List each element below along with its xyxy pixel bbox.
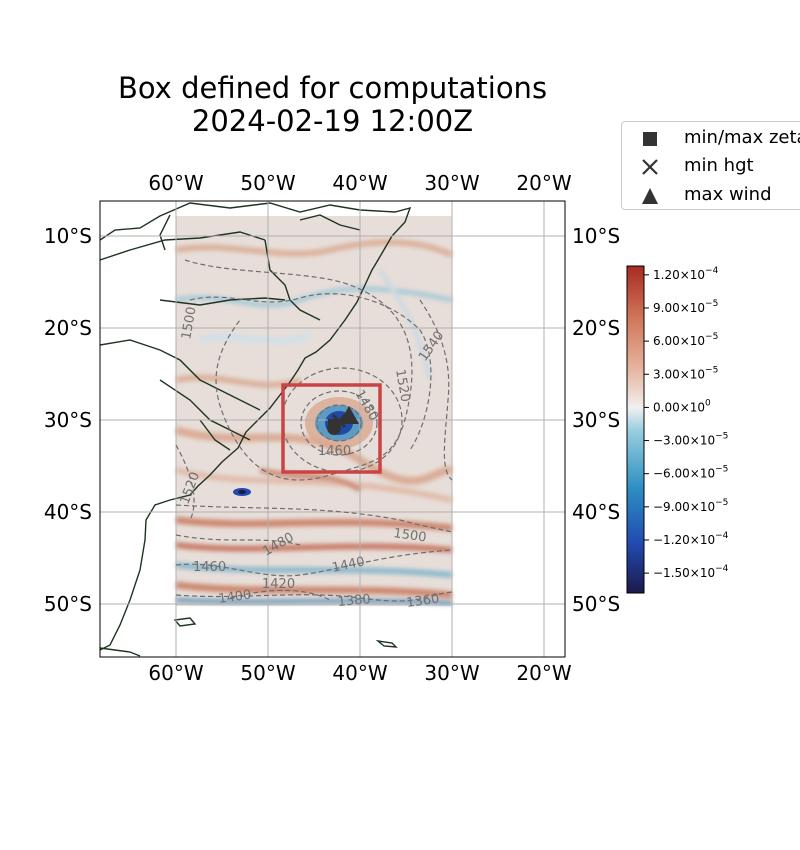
legend-item-wind: max wind [622,182,800,210]
triangle-marker-icon [642,188,658,204]
colorbar-tick-label: −6.00×10−5 [653,465,728,481]
contour-label: 1440 [331,554,366,576]
legend: min/max zeta min hgt max wind [621,121,800,210]
map-panel: 1500 1540 1520 1480 1460 1520 1500 1480 … [99,200,566,658]
square-marker-icon [643,132,657,146]
contour-label: 1380 [337,592,371,610]
colorbar-tick-label: −1.20×10−4 [653,531,729,547]
contour-label: 1360 [405,592,440,611]
colorbar-tick-label: 1.20×10−4 [653,266,719,282]
lat-ticks-left: 10°S 20°S 30°S 40°S 50°S [44,224,92,616]
lat-tick: 20°S [572,316,620,340]
colorbar-tick-label: −1.50×10−4 [653,564,729,580]
lon-tick: 40°W [332,171,387,195]
max-wind-marker [339,406,359,424]
legend-label: min/max zeta [684,127,800,148]
markers [327,406,359,435]
lon-tick: 60°W [148,661,203,685]
computation-box [281,383,382,474]
contour-label: 1460 [318,444,351,459]
legend-label: max wind [684,184,772,205]
lat-tick: 50°S [572,592,620,616]
lon-tick: 30°W [424,171,479,195]
lat-tick: 10°S [44,224,92,248]
lon-tick: 20°W [516,171,571,195]
lon-tick: 30°W [424,661,479,685]
lat-tick: 30°S [572,408,620,432]
lon-ticks-bottom: 60°W 50°W 40°W 30°W 20°W [148,661,571,685]
lat-tick: 50°S [44,592,92,616]
lat-ticks-right: 10°S 20°S 30°S 40°S 50°S [572,224,620,616]
contour-label: 1420 [262,577,295,592]
contour-label: 1520 [392,368,413,403]
lon-tick: 50°W [240,661,295,685]
contour-label: 1400 [217,588,252,607]
contour-label: 1500 [392,526,427,545]
lat-tick: 20°S [44,316,92,340]
colorbar-tick-label: −3.00×10−5 [653,432,728,448]
height-contours [175,259,453,602]
x-marker-icon [642,159,658,175]
title-line-2: 2024-02-19 12:00Z [191,104,474,138]
colorbar-tick-label: 3.00×10−5 [653,365,718,381]
colorbar-tick-label: 9.00×10−5 [653,299,718,315]
title-line-1: Box defined for computations [117,71,548,105]
lon-tick: 20°W [516,661,571,685]
lon-tick: 50°W [240,171,295,195]
colorbar-ticks: 1.20×10−4 9.00×10−5 6.00×10−5 3.00×10−5 0.00… [644,266,729,580]
figure-title: Box defined for computations 2024-02-19 … [0,72,665,138]
lat-tick: 10°S [572,224,620,248]
gridlines [100,201,565,657]
colorbar-gradient [626,265,645,594]
lon-tick: 60°W [148,171,203,195]
lat-tick: 30°S [44,408,92,432]
lon-ticks-top: 60°W 50°W 40°W 30°W 20°W [148,171,571,195]
vorticity-field [174,216,454,606]
lat-tick: 40°S [572,500,620,524]
contour-label: 1500 [179,305,200,340]
legend-item-zeta: min/max zeta [622,125,800,153]
legend-item-hgt: min hgt [622,153,800,181]
legend-label: min hgt [684,155,754,176]
contour-label: 1460 [193,560,226,575]
colorbar-tick-label: 6.00×10−5 [653,332,718,348]
lat-tick: 40°S [44,500,92,524]
colorbar-tick-label: 0.00×100 [653,398,711,414]
colorbar: 1.20×10−4 9.00×10−5 6.00×10−5 3.00×10−5 0.00… [626,265,729,594]
colorbar-tick-label: −9.00×10−5 [653,498,728,514]
lon-tick: 40°W [332,661,387,685]
